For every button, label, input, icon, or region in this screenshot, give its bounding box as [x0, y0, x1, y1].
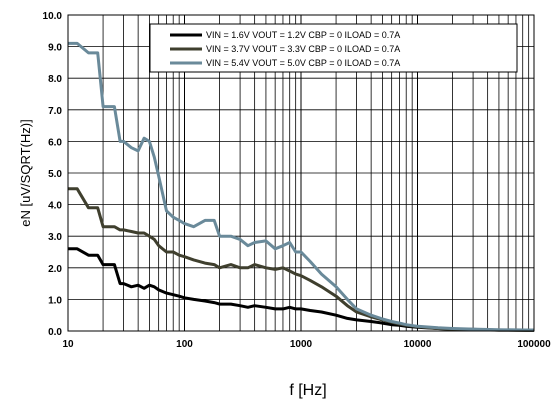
- x-tick-label: 1000: [290, 339, 313, 350]
- y-tick-label: 9.0: [48, 43, 62, 54]
- y-tick-label: 5.0: [48, 169, 62, 180]
- y-tick-labels: 0.0 1.0 2.0 3.0 4.0 5.0 6.0 7.0 8.0 9.0 10.0: [43, 11, 63, 338]
- legend-label-1: VIN = 1.6V VOUT = 1.2V CBP = 0 ILOAD = 0…: [206, 30, 400, 40]
- series-layer: [68, 41, 535, 332]
- x-tick-label: 10: [62, 339, 74, 350]
- y-tick-label: 10.0: [43, 11, 63, 22]
- series-line-3: [68, 41, 535, 332]
- legend: VIN = 1.6V VOUT = 1.2V CBP = 0 ILOAD = 0…: [149, 23, 518, 73]
- y-tick-label: 6.0: [48, 137, 62, 148]
- legend-box: [149, 23, 518, 73]
- y-tick-label: 8.0: [48, 74, 62, 85]
- y-tick-label: 4.0: [48, 201, 62, 212]
- x-tick-labels: 10 100 1000 10000 100000: [62, 339, 551, 350]
- y-tick-label: 0.0: [48, 327, 62, 338]
- x-tick-label: 100000: [517, 339, 551, 350]
- legend-label-3: VIN = 5.4V VOUT = 5.0V CBP = 0 ILOAD = 0…: [206, 58, 400, 68]
- x-axis-title: f [Hz]: [289, 382, 326, 399]
- legend-label-2: VIN = 3.7V VOUT = 3.3V CBP = 0 ILOAD = 0…: [206, 44, 400, 54]
- y-tick-label: 1.0: [48, 295, 62, 306]
- y-tick-label: 7.0: [48, 106, 62, 117]
- x-tick-label: 100: [176, 339, 193, 350]
- y-axis-title: eN [uV/SQRT(Hz)]: [18, 119, 33, 226]
- y-tick-label: 2.0: [48, 264, 62, 275]
- series-line-1: [68, 247, 535, 332]
- y-tick-label: 3.0: [48, 232, 62, 243]
- plot-frame: [67, 14, 535, 332]
- x-tick-label: 10000: [404, 339, 432, 350]
